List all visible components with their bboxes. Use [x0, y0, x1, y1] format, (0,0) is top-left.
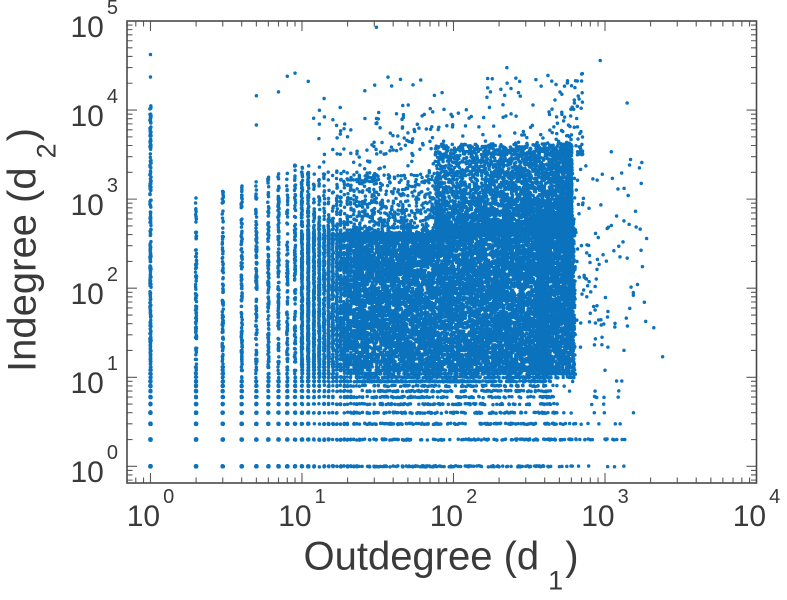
y-tick-label: 100 — [70, 442, 119, 490]
y-tick-label: 105 — [70, 0, 119, 44]
x-tick-label: 101 — [278, 486, 326, 533]
y-tick-label: 103 — [70, 175, 119, 223]
x-tick-label: 104 — [732, 486, 781, 533]
x-axis-label: Outdegree (d 1) — [303, 534, 579, 596]
x-axis-label-text: Outdegree (d — [303, 534, 540, 579]
x-tick-label: 100 — [126, 486, 175, 533]
y-tick-label: 101 — [70, 353, 119, 401]
y-axis-label-text: Indegree (d — [0, 167, 45, 372]
y-tick-label: 102 — [70, 264, 119, 312]
y-axis-label-suffix: ) — [0, 128, 45, 142]
x-tick-label: 102 — [429, 486, 478, 533]
x-axis-label-suffix: ) — [565, 534, 579, 579]
x-axis-label-subscript: 1 — [548, 565, 564, 596]
y-axis-label-subscript: 2 — [31, 143, 62, 159]
x-tick-label: 103 — [581, 486, 629, 533]
y-tick-label: 104 — [70, 86, 119, 134]
y-axis-label: Indegree (d 2) — [0, 128, 62, 372]
